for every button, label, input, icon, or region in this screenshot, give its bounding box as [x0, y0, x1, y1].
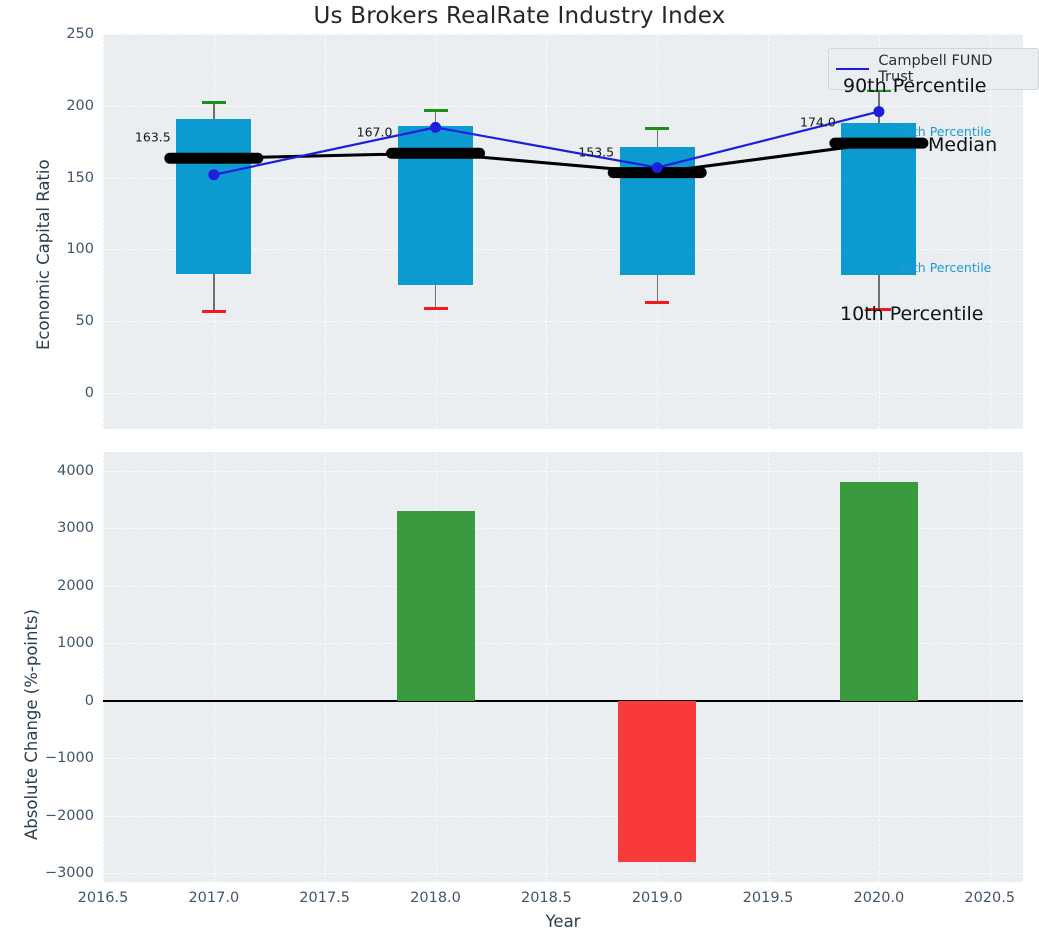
whisker-cap-90th-percentile — [866, 88, 891, 92]
whisker-cap-10th-percentile — [423, 306, 448, 310]
y-axis-tick-label: 150 — [66, 169, 94, 186]
whisker-cap-10th-percentile — [866, 308, 891, 312]
gridline-horizontal — [103, 470, 1023, 472]
x-axis-tick-label: 2020.0 — [853, 890, 905, 906]
legend[interactable]: Campbell FUND Trust — [828, 48, 1039, 90]
y-axis-tick-label: −1000 — [44, 750, 94, 767]
y-axis-tick-label: 0 — [84, 385, 94, 402]
gridline-horizontal — [103, 815, 1023, 817]
gridline-horizontal — [103, 528, 1023, 530]
x-axis-tick-label: 2017.5 — [299, 890, 351, 906]
gridline-vertical — [324, 34, 326, 429]
annotation-90th-percentile: 90th Percentile — [843, 75, 987, 97]
whisker-cap-10th-percentile — [201, 309, 226, 313]
change-bar-positive[interactable] — [396, 511, 475, 701]
gridline-vertical — [103, 452, 104, 882]
annotation-median: Median — [928, 134, 998, 156]
median-value-label: 174.0 — [799, 114, 836, 130]
annotation-75th-percentile: 75th Percentile — [897, 124, 992, 139]
economic-capital-ratio-panel: 163.5 167.0 153.5 174.0 — [103, 34, 1023, 429]
gridline-vertical — [546, 34, 548, 429]
gridline-vertical — [768, 34, 770, 429]
gridline-horizontal — [103, 177, 1023, 179]
gridline-horizontal — [103, 873, 1023, 875]
x-axis-tick-label: 2019.5 — [742, 890, 794, 906]
x-axis-tick-label: 2019.0 — [631, 890, 683, 906]
gridline-vertical — [989, 34, 991, 429]
gridline-horizontal — [103, 34, 1023, 35]
gridline-vertical — [657, 452, 659, 882]
y-axis-tick-label: 250 — [66, 26, 94, 42]
whisker-cap-90th-percentile — [423, 108, 448, 112]
change-bar-positive[interactable] — [839, 482, 918, 701]
change-bar-negative[interactable] — [618, 700, 697, 862]
x-axis-tick-label: 2018.5 — [520, 890, 572, 906]
x-axis-tick-label: 2016.5 — [77, 890, 129, 906]
y-axis-tick-label: −2000 — [44, 807, 94, 824]
gridline-horizontal — [103, 393, 1023, 395]
x-axis-tick-label: 2020.5 — [964, 890, 1016, 906]
gridline-horizontal — [103, 105, 1023, 107]
whisker-cap-90th-percentile — [201, 101, 226, 105]
gridline-vertical — [213, 452, 215, 882]
y-axis-tick-label: 0 — [84, 692, 94, 709]
gridline-vertical — [768, 452, 770, 882]
interquartile-range-box[interactable] — [398, 125, 474, 286]
y-axis-tick-label: 100 — [66, 241, 94, 258]
y-axis-tick-label: 1000 — [57, 635, 94, 652]
x-axis-tick-label: 2018.0 — [410, 890, 461, 906]
y-axis-tick-label: 4000 — [57, 462, 94, 479]
absolute-change-panel — [103, 452, 1023, 882]
interquartile-range-box[interactable] — [619, 147, 695, 276]
x-axis-label: Year — [545, 912, 581, 931]
gridline-vertical — [546, 452, 548, 882]
whisker-cap-90th-percentile — [645, 127, 670, 131]
y-axis-label-bottom: Absolute Change (%-points) — [22, 609, 41, 840]
gridline-vertical — [103, 34, 104, 429]
gridline-vertical — [989, 452, 991, 882]
gridline-horizontal — [103, 758, 1023, 760]
y-axis-tick-label: 50 — [75, 313, 94, 330]
annotation-25th-percentile: 25th Percentile — [897, 260, 992, 275]
zero-reference-line — [103, 699, 1023, 702]
whisker-cap-10th-percentile — [645, 301, 670, 305]
gridline-vertical — [324, 452, 326, 882]
y-axis-tick-label: −3000 — [44, 865, 94, 882]
gridline-horizontal — [103, 249, 1023, 251]
median-value-label: 167.0 — [356, 124, 393, 140]
median-value-label: 163.5 — [134, 129, 171, 145]
annotation-10th-percentile: 10th Percentile — [840, 303, 984, 325]
y-axis-tick-label: 200 — [66, 97, 94, 114]
median-value-label: 153.5 — [578, 144, 615, 160]
legend-swatch-campbell-fund-trust — [836, 67, 870, 71]
gridline-horizontal — [103, 643, 1023, 645]
y-axis-tick-label: 2000 — [57, 577, 94, 594]
legend-label-campbell-fund-trust: Campbell FUND Trust — [878, 53, 993, 85]
y-axis-label-top: Economic Capital Ratio — [34, 159, 53, 350]
interquartile-range-box[interactable] — [841, 123, 917, 276]
y-axis-tick-label: 3000 — [57, 520, 94, 537]
x-axis-tick-label: 2017.0 — [188, 890, 240, 906]
gridline-horizontal — [103, 321, 1023, 323]
interquartile-range-box[interactable] — [176, 118, 252, 274]
chart-title: Us Brokers RealRate Industry Index — [313, 3, 726, 29]
gridline-horizontal — [103, 585, 1023, 587]
